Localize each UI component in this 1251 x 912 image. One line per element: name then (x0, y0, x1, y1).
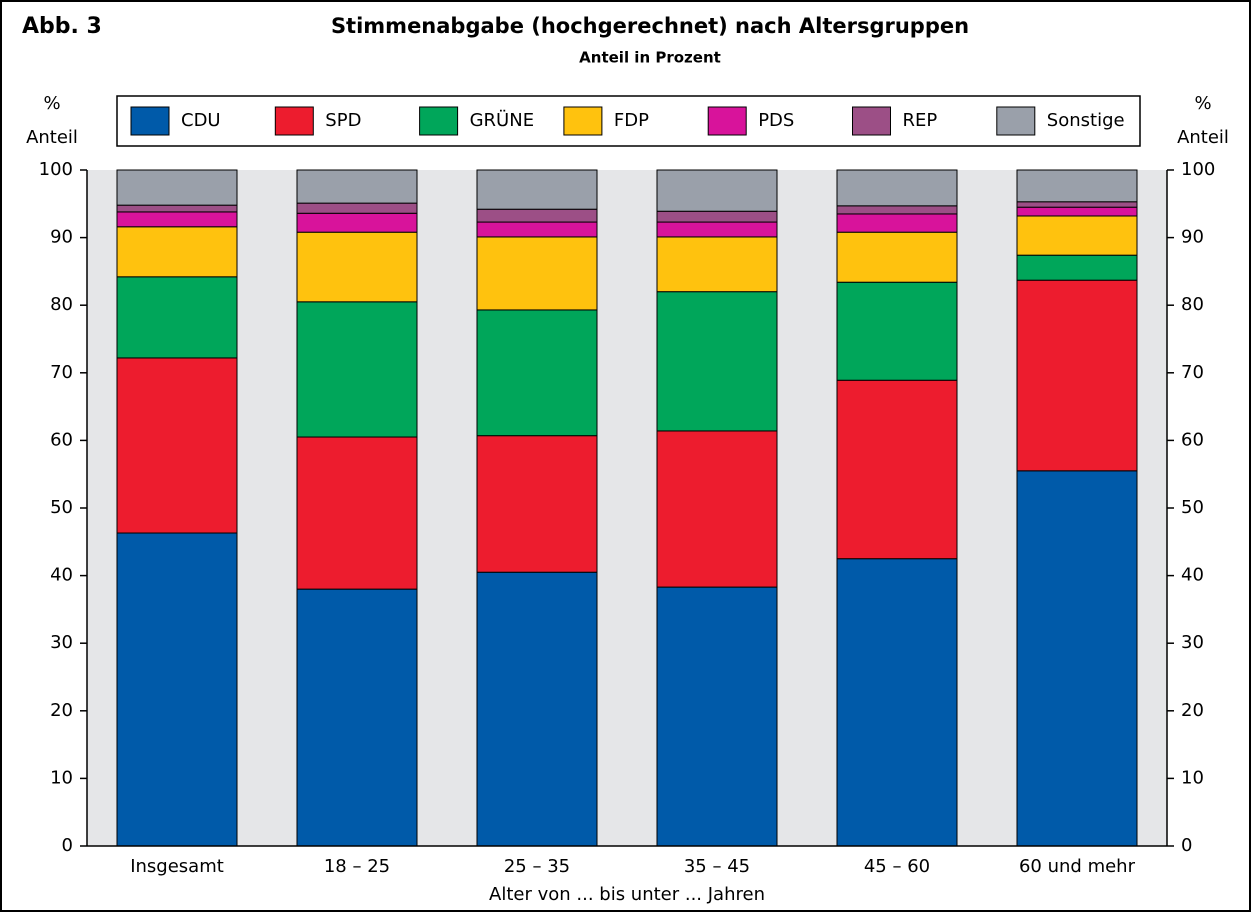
bar-segment (1016, 201, 1138, 208)
x-tick-label: Insgesamt (130, 856, 224, 877)
bar-segment (1016, 215, 1138, 256)
x-label: Alter von ... bis unter ... Jahren (489, 884, 765, 905)
x-tick-label: 25 – 35 (504, 856, 570, 877)
y-tick-label: 60 (50, 429, 73, 450)
legend-swatch (274, 106, 314, 136)
bar-segment (1016, 254, 1138, 281)
y-label: % (43, 93, 60, 114)
y2-tick-label: 100 (1181, 159, 1215, 180)
bar-segment (296, 202, 418, 214)
bar-segment (836, 379, 958, 560)
bar-segment (1016, 169, 1138, 203)
legend-swatch (563, 106, 603, 136)
bar-segment (476, 208, 598, 223)
bar-segment (116, 357, 238, 534)
y2-tick-label: 50 (1181, 497, 1204, 518)
y-tick-label: 0 (62, 835, 73, 856)
y2-tick-label: 90 (1181, 227, 1204, 248)
bar-segment (836, 205, 958, 215)
bar-segment (116, 169, 238, 206)
bar-segment (116, 532, 238, 847)
chart-subtitle: Anteil in Prozent (579, 49, 721, 67)
bar-segment (656, 210, 778, 223)
y2-tick-label: 70 (1181, 362, 1204, 383)
y-tick-label: 40 (50, 565, 73, 586)
y2-tick-label: 30 (1181, 632, 1204, 653)
y-tick-label: 100 (39, 159, 73, 180)
y2-tick-label: 60 (1181, 429, 1204, 450)
legend-swatch (996, 106, 1036, 136)
chart-title: Stimmenabgabe (hochgerechnet) nach Alter… (331, 14, 969, 38)
bar-segment (476, 435, 598, 573)
bar-segment (836, 213, 958, 233)
legend-swatch (419, 106, 459, 136)
bar-segment (656, 430, 778, 588)
y-tick-label: 70 (50, 362, 73, 383)
x-tick-label: 35 – 45 (684, 856, 750, 877)
bar-segment (656, 169, 778, 212)
bar-segment (296, 588, 418, 847)
y2-tick-label: 40 (1181, 565, 1204, 586)
figure-label: Abb. 3 (22, 14, 102, 39)
legend-label: SPD (325, 110, 361, 131)
bar-segment (656, 236, 778, 293)
bar-segment (1016, 279, 1138, 472)
y-tick-label: 10 (50, 767, 73, 788)
bar-segment (476, 221, 598, 238)
y2-label: % (1194, 93, 1211, 114)
bar-segment (476, 169, 598, 210)
legend-label: REP (903, 110, 938, 131)
bar-segment (656, 221, 778, 238)
bar-segment (116, 226, 238, 278)
bar-segment (1016, 206, 1138, 217)
legend-swatch (707, 106, 747, 136)
y-tick-label: 20 (50, 700, 73, 721)
y2-label: Anteil (1177, 127, 1229, 148)
legend-label: Sonstige (1047, 110, 1125, 131)
bar-segment (476, 236, 598, 311)
bar-segment (296, 169, 418, 204)
x-tick-label: 45 – 60 (864, 856, 930, 877)
bar-segment (656, 291, 778, 432)
y-tick-label: 80 (50, 294, 73, 315)
bar-segment (116, 204, 238, 213)
y-label: Anteil (26, 127, 78, 148)
bar-segment (836, 231, 958, 283)
plot-background (87, 170, 1167, 846)
bar-segment (296, 301, 418, 438)
bar-segment (836, 281, 958, 381)
y-tick-label: 90 (50, 227, 73, 248)
bar-segment (296, 231, 418, 303)
legend-swatch (130, 106, 170, 136)
legend-label: PDS (758, 110, 794, 131)
legend-label: CDU (181, 110, 221, 131)
y-tick-label: 50 (50, 497, 73, 518)
legend-swatch (852, 106, 891, 136)
x-tick-label: 18 – 25 (324, 856, 390, 877)
y2-tick-label: 0 (1181, 835, 1192, 856)
legend-label: FDP (614, 110, 649, 131)
bar-segment (836, 169, 958, 207)
bar-segment (836, 558, 958, 847)
bar-segment (476, 309, 598, 437)
bar-segment (476, 571, 598, 847)
y2-tick-label: 20 (1181, 700, 1204, 721)
y2-tick-label: 10 (1181, 767, 1204, 788)
y-tick-label: 30 (50, 632, 73, 653)
legend-label: GRÜNE (470, 109, 534, 131)
y2-tick-label: 80 (1181, 294, 1204, 315)
bar-segment (296, 212, 418, 233)
bar-segment (1016, 470, 1138, 847)
bar-segment (116, 276, 238, 359)
bar-segment (116, 211, 238, 228)
x-tick-label: 60 und mehr (1019, 856, 1136, 877)
bar-segment (296, 436, 418, 590)
bar-segment (656, 586, 778, 847)
